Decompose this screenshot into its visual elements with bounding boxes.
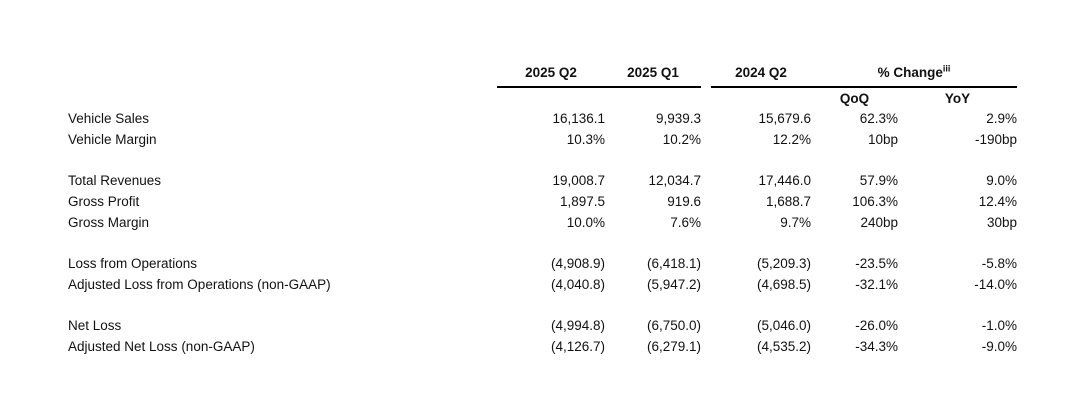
cell-yoy: -1.0%: [981, 318, 1017, 333]
header-spacer: [68, 59, 497, 87]
table-header-row: 2025 Q2 2025 Q1 2024 Q2 % Changeiii: [68, 59, 1017, 88]
cell-gap: [701, 170, 711, 191]
cell-2025-q1: 10.2%: [662, 132, 701, 147]
cell-gap: [701, 253, 711, 274]
cell-2025-q2: (4,908.9): [550, 256, 605, 271]
cell-2025-q1: (6,418.1): [646, 256, 701, 271]
cell-qoq: -26.0%: [855, 318, 898, 333]
cell-yoy: 30bp: [986, 215, 1017, 230]
cell-qoq: 240bp: [860, 215, 898, 230]
cell-2025-q2: (4,040.8): [550, 277, 605, 292]
cell-2025-q1: (6,750.0): [646, 318, 701, 333]
cell-gap: [701, 315, 711, 336]
cell-2025-q1: 919.6: [667, 194, 701, 209]
table-row: Vehicle Margin 10.3% 10.2% 12.2% 10bp -190bp: [68, 129, 1017, 150]
cell-gap: [701, 108, 711, 129]
pct-change-label: % Change: [877, 65, 943, 80]
cell-2025-q2: 10.3%: [566, 132, 605, 147]
row-label: Gross Profit: [68, 194, 140, 209]
cell-gap: [701, 336, 711, 357]
table-row: Adjusted Net Loss (non-GAAP) (4,126.7) (6,…: [68, 336, 1017, 357]
column-header-2025-q2: 2025 Q2: [497, 59, 605, 88]
cell-2024-q2: (4,698.5): [756, 277, 811, 292]
separator-row: [68, 295, 1017, 315]
cell-2024-q2: 17,446.0: [758, 173, 811, 188]
cell-2025-q1: (6,279.1): [646, 339, 701, 354]
table-row: Adjusted Loss from Operations (non-GAAP)…: [68, 274, 1017, 295]
cell-yoy: 12.4%: [978, 194, 1017, 209]
cell-gap: [701, 212, 711, 233]
pct-change-footnote-marker: iii: [942, 63, 951, 74]
column-header-qoq: QoQ: [839, 90, 870, 106]
row-label: Total Revenues: [68, 173, 162, 188]
cell-qoq: 106.3%: [852, 194, 898, 209]
cell-2025-q2: 16,136.1: [552, 111, 605, 126]
cell-2025-q2: 1,897.5: [559, 194, 605, 209]
row-label: Loss from Operations: [68, 256, 198, 271]
table-row: Gross Profit 1,897.5 919.6 1,688.7 106.3% 12.…: [68, 191, 1017, 212]
table-row: Gross Margin 10.0% 7.6% 9.7% 240bp 30bp: [68, 212, 1017, 233]
cell-yoy: 9.0%: [986, 173, 1017, 188]
cell-2025-q2: (4,994.8): [550, 318, 605, 333]
header-gap: [701, 59, 711, 87]
cell-qoq: 57.9%: [859, 173, 898, 188]
row-label: Gross Margin: [68, 215, 150, 230]
cell-gap: [701, 191, 711, 212]
column-header-yoy: YoY: [944, 90, 971, 106]
table-subheader-row: QoQ YoY: [68, 87, 1017, 108]
column-header-pct-change: % Changeiii: [811, 59, 1017, 88]
column-header-2024-q2: 2024 Q2: [711, 59, 811, 88]
cell-qoq: 62.3%: [859, 111, 898, 126]
cell-qoq: 10bp: [867, 132, 898, 147]
cell-2024-q2: (4,535.2): [756, 339, 811, 354]
cell-yoy: 2.9%: [986, 111, 1017, 126]
cell-2024-q2: 1,688.7: [765, 194, 811, 209]
cell-yoy: -5.8%: [981, 256, 1017, 271]
cell-2024-q2: 12.2%: [772, 132, 811, 147]
row-label: Adjusted Net Loss (non-GAAP): [68, 339, 255, 354]
cell-2025-q2: (4,126.7): [550, 339, 605, 354]
table-row: Total Revenues 19,008.7 12,034.7 17,446.0 57…: [68, 170, 1017, 191]
separator-row: [68, 150, 1017, 170]
cell-yoy: -14.0%: [974, 277, 1017, 292]
cell-2025-q2: 19,008.7: [552, 173, 605, 188]
cell-qoq: -32.1%: [855, 277, 898, 292]
cell-qoq: -23.5%: [855, 256, 898, 271]
row-label: Net Loss: [68, 318, 122, 333]
table-row: Loss from Operations (4,908.9) (6,418.1) (5…: [68, 253, 1017, 274]
cell-2025-q2: 10.0%: [566, 215, 605, 230]
cell-2024-q2: 15,679.6: [758, 111, 811, 126]
cell-2025-q1: 7.6%: [670, 215, 701, 230]
separator-row: [68, 233, 1017, 253]
cell-yoy: -9.0%: [981, 339, 1017, 354]
cell-yoy: -190bp: [974, 132, 1017, 147]
cell-2024-q2: (5,046.0): [756, 318, 811, 333]
cell-gap: [701, 129, 711, 150]
cell-2024-q2: (5,209.3): [756, 256, 811, 271]
cell-2025-q1: 12,034.7: [648, 173, 701, 188]
cell-qoq: -34.3%: [855, 339, 898, 354]
row-label: Adjusted Loss from Operations (non-GAAP): [68, 277, 331, 292]
financial-table: 2025 Q2 2025 Q1 2024 Q2 % Changeiii QoQ …: [68, 59, 1017, 357]
row-label: Vehicle Margin: [68, 132, 157, 147]
row-label: Vehicle Sales: [68, 111, 150, 126]
table-row: Vehicle Sales 16,136.1 9,939.3 15,679.6 62.3…: [68, 108, 1017, 129]
column-header-2025-q1: 2025 Q1: [605, 59, 701, 88]
cell-2025-q1: (5,947.2): [646, 277, 701, 292]
cell-2024-q2: 9.7%: [780, 215, 811, 230]
cell-gap: [701, 274, 711, 295]
cell-2025-q1: 9,939.3: [655, 111, 701, 126]
table-row: Net Loss (4,994.8) (6,750.0) (5,046.0) -26.0…: [68, 315, 1017, 336]
